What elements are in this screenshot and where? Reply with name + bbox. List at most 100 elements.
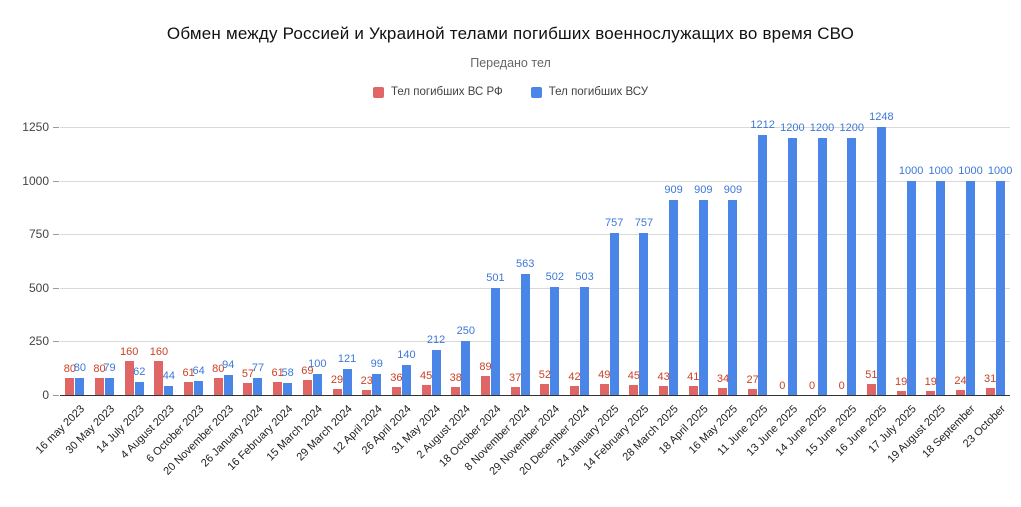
bar-vsu — [134, 381, 144, 395]
value-label-rf: 80 — [212, 362, 225, 375]
bar-rf — [332, 388, 342, 395]
value-label-rf: 0 — [779, 380, 786, 392]
bar-rf — [955, 389, 965, 395]
bar-vsu — [728, 200, 738, 395]
bar-rf — [540, 383, 550, 395]
bar-rf — [985, 388, 995, 395]
bar-vsu — [401, 364, 411, 395]
value-label-rf: 43 — [657, 370, 670, 383]
bar-rf — [896, 390, 906, 395]
bar-rf — [451, 386, 461, 395]
chart-legend: Тел погибших ВС РФ Тел погибших ВСУ — [0, 86, 1021, 98]
value-label-vsu: 1000 — [958, 164, 983, 177]
value-label-vsu: 140 — [397, 348, 416, 361]
value-label-vsu: 563 — [515, 258, 535, 271]
y-tick-mark — [53, 127, 59, 128]
value-label-vsu: 44 — [162, 369, 176, 382]
value-label-vsu: 502 — [545, 271, 565, 284]
bar-vsu — [609, 232, 619, 395]
value-label-rf: 37 — [509, 372, 522, 385]
value-label-vsu: 100 — [308, 357, 327, 370]
bar-vsu — [372, 373, 382, 395]
y-axis-label: 500 — [28, 280, 49, 295]
value-label-rf: 51 — [865, 369, 878, 382]
bar-vsu — [817, 137, 827, 395]
bar-vsu — [550, 287, 560, 395]
value-label-rf: 19 — [924, 375, 937, 388]
bar-vsu — [758, 135, 768, 395]
bar-vsu — [639, 232, 649, 395]
bar-vsu — [342, 369, 352, 395]
value-label-vsu: 1000 — [987, 164, 1013, 177]
value-label-rf: 42 — [568, 370, 581, 383]
bar-vsu — [936, 180, 946, 395]
bar-rf — [599, 384, 609, 395]
bar-rf — [65, 377, 75, 395]
bar-vsu — [580, 287, 590, 395]
bar-vsu — [194, 381, 204, 395]
bar-rf — [480, 375, 490, 395]
value-label-vsu: 1200 — [839, 121, 864, 134]
blue-square-swatch-icon — [530, 86, 542, 98]
bar-vsu — [669, 200, 679, 395]
bar-vsu — [461, 341, 471, 395]
value-label-rf: 69 — [301, 365, 314, 378]
value-label-vsu: 503 — [575, 271, 594, 284]
value-label-vsu: 79 — [103, 362, 116, 375]
bar-vsu — [164, 385, 174, 395]
value-label-rf: 23 — [360, 375, 373, 388]
bar-vsu — [75, 377, 85, 395]
legend-item-rf: Тел погибших ВС РФ — [372, 86, 503, 98]
value-label-vsu: 250 — [456, 325, 475, 338]
bar-rf — [748, 389, 758, 395]
bar-rf — [154, 360, 164, 395]
bar-rf — [570, 385, 580, 395]
bar-vsu — [787, 137, 797, 395]
value-label-rf: 0 — [838, 380, 845, 392]
value-label-vsu: 77 — [251, 362, 265, 375]
value-label-rf: 29 — [330, 373, 344, 386]
gridline — [60, 287, 1010, 289]
bar-vsu — [431, 349, 441, 395]
bar-vsu — [847, 137, 857, 395]
value-label-vsu: 1248 — [869, 111, 894, 124]
gridline — [60, 127, 1010, 128]
value-label-rf: 34 — [716, 372, 730, 385]
value-label-rf: 52 — [538, 368, 551, 381]
bar-vsu — [520, 274, 530, 395]
bar-rf — [421, 385, 431, 395]
bar-rf — [184, 381, 194, 395]
y-tick-mark — [53, 180, 59, 182]
y-axis-label: 1000 — [22, 173, 49, 188]
bar-rf — [362, 390, 372, 395]
gridline — [60, 341, 1010, 343]
chart-title: Обмен между Россией и Украиной телами по… — [166, 24, 855, 43]
bar-rf — [95, 377, 105, 395]
bar-rf — [273, 381, 283, 395]
value-label-vsu: 99 — [370, 357, 383, 370]
value-label-vsu: 80 — [73, 361, 86, 374]
legend-item-vsu: Тел погибших ВСУ — [530, 86, 648, 98]
bar-rf — [124, 360, 134, 395]
gridline — [60, 234, 1010, 236]
value-label-vsu: 909 — [694, 184, 713, 197]
bar-vsu — [995, 180, 1005, 395]
value-label-vsu: 1000 — [928, 164, 954, 177]
value-label-rf: 80 — [63, 362, 76, 375]
value-label-vsu: 62 — [133, 365, 146, 378]
y-axis-label: 1250 — [22, 120, 49, 134]
bar-rf — [718, 387, 728, 395]
bar-rf — [688, 386, 698, 395]
value-label-vsu: 94 — [222, 358, 235, 371]
y-axis-label: 750 — [28, 227, 49, 242]
value-label-rf: 80 — [93, 362, 106, 375]
value-label-vsu: 212 — [426, 333, 446, 346]
value-label-vsu: 1200 — [809, 121, 835, 134]
value-label-rf: 160 — [120, 345, 139, 358]
y-tick-mark — [53, 395, 59, 396]
bar-rf — [926, 390, 936, 395]
value-label-rf: 38 — [449, 371, 462, 384]
gridline — [60, 180, 1010, 182]
bar-vsu — [490, 287, 500, 395]
